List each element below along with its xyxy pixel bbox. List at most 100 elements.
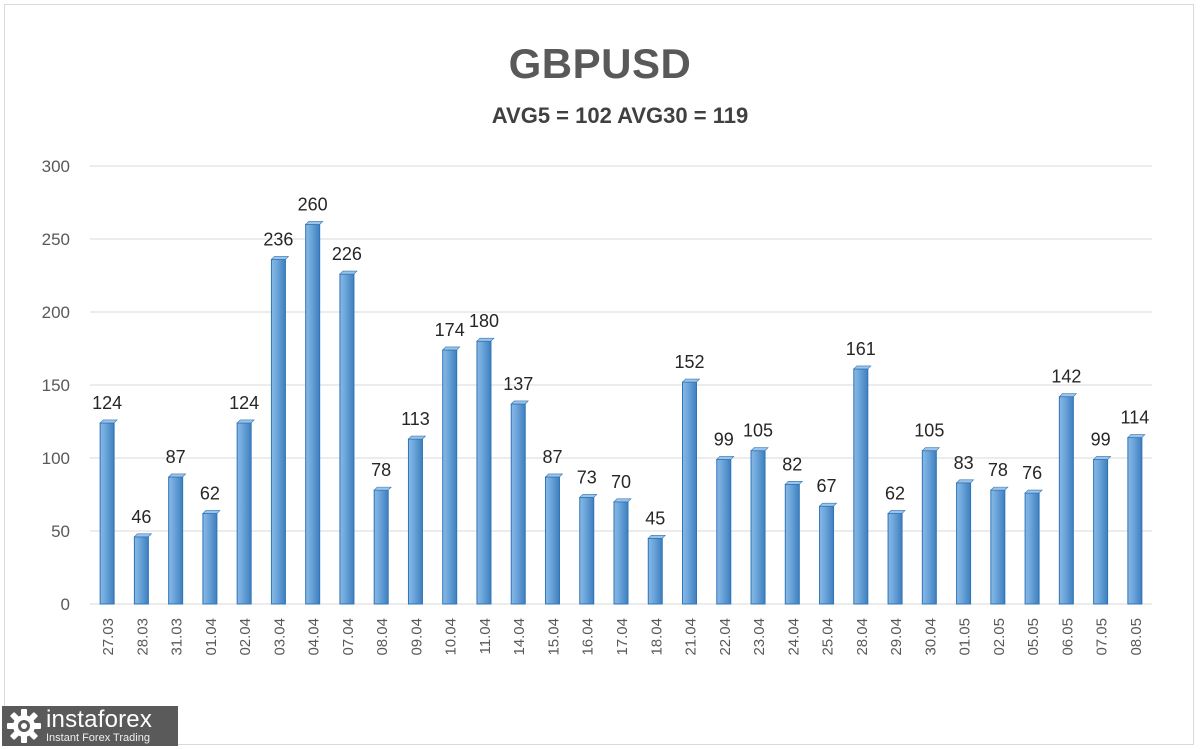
bar <box>476 340 492 605</box>
bar-cap <box>784 480 804 485</box>
data-label: 99 <box>1091 429 1111 449</box>
bar <box>579 496 595 605</box>
bar-cap <box>99 419 118 424</box>
x-tick-label: 07.04 <box>340 618 357 656</box>
bar-cap <box>236 419 255 424</box>
bar-cap <box>955 479 975 484</box>
x-tick-label: 30.04 <box>922 618 939 656</box>
data-label: 113 <box>401 409 430 429</box>
bar-cap <box>579 494 598 498</box>
logo-name: instaforex <box>46 706 153 733</box>
data-label: 62 <box>885 483 905 503</box>
x-tick-label: 05.05 <box>1025 618 1042 656</box>
bar <box>305 223 321 605</box>
bar <box>784 483 800 605</box>
bar <box>407 438 423 605</box>
data-label: 236 <box>263 229 293 249</box>
bar <box>682 381 698 605</box>
y-tick-label: 100 <box>42 449 70 468</box>
bar <box>1093 458 1109 605</box>
x-tick-label: 14.04 <box>511 618 528 656</box>
bars <box>99 221 1146 605</box>
data-label: 45 <box>645 508 665 528</box>
x-tick-label: 28.03 <box>134 618 151 656</box>
data-label: 174 <box>435 320 465 340</box>
bar-cap <box>373 486 392 491</box>
bar <box>339 273 355 605</box>
data-label: 62 <box>200 483 220 503</box>
bar-cap <box>304 221 324 225</box>
data-label: 114 <box>1121 408 1150 428</box>
x-tick-label: 31.03 <box>169 618 186 656</box>
x-tick-label: 29.04 <box>888 618 905 656</box>
bar-cap <box>1058 393 1078 397</box>
x-tick-label: 02.04 <box>237 618 254 656</box>
data-label: 87 <box>166 447 186 467</box>
bar <box>853 368 869 605</box>
chart-title: GBPUSD <box>508 40 692 87</box>
bar <box>750 450 766 605</box>
bar-cap <box>853 365 872 370</box>
data-label: 82 <box>782 454 802 474</box>
data-label: 152 <box>674 352 704 372</box>
x-tick-label: 25.04 <box>820 618 837 656</box>
chart-frame <box>4 4 1194 745</box>
y-tick-label: 150 <box>42 376 70 395</box>
bar <box>1058 396 1074 605</box>
bar-cap <box>202 510 221 514</box>
bar <box>510 403 526 605</box>
bar <box>613 501 629 605</box>
bar-cap <box>887 510 906 514</box>
bar-cap <box>990 486 1009 491</box>
bar-cap <box>167 473 187 478</box>
x-tick-label: 23.04 <box>751 618 768 656</box>
bar <box>1024 492 1040 605</box>
data-label: 260 <box>298 194 328 214</box>
bar-cap <box>1127 434 1146 438</box>
bar-cap <box>476 337 495 342</box>
bar <box>544 476 560 605</box>
x-tick-label: 02.05 <box>991 618 1008 656</box>
data-label: 73 <box>577 467 597 487</box>
x-tick-label: 10.04 <box>443 618 460 656</box>
bar-cap <box>339 270 358 275</box>
data-label: 105 <box>914 421 944 441</box>
bar <box>168 476 184 605</box>
data-label: 161 <box>846 339 876 359</box>
bar <box>921 450 937 605</box>
data-label: 99 <box>714 429 734 449</box>
bar <box>819 505 835 605</box>
bar-cap <box>921 447 941 452</box>
data-label: 226 <box>332 244 362 264</box>
bar-cap <box>510 400 529 405</box>
bar <box>373 489 389 605</box>
instaforex-logo: instaforex Instant Forex Trading <box>2 706 178 746</box>
y-tick-label: 50 <box>51 522 70 541</box>
data-label: 78 <box>988 460 1008 480</box>
bar-cap <box>681 378 701 383</box>
logo-tagline: Instant Forex Trading <box>46 732 150 744</box>
bar <box>1127 437 1143 605</box>
x-tick-label: 11.04 <box>477 618 494 654</box>
x-tick-label: 06.05 <box>1059 618 1076 656</box>
bar-cap <box>441 346 461 351</box>
data-label: 78 <box>371 460 391 480</box>
bar-cap <box>613 498 632 503</box>
data-label: 124 <box>229 393 259 413</box>
x-tick-label: 15.04 <box>545 618 562 656</box>
data-label: 70 <box>611 472 631 492</box>
bar <box>202 512 218 605</box>
bar-cap <box>270 256 290 260</box>
x-tick-label: 03.04 <box>271 618 288 656</box>
bar <box>99 422 115 605</box>
bar-cap <box>818 502 838 507</box>
x-tick-label: 28.04 <box>854 618 871 656</box>
bar-cap <box>647 534 666 539</box>
x-tick-label: 08.05 <box>1128 618 1145 656</box>
y-tick-label: 200 <box>42 303 70 322</box>
bar-cap <box>133 533 153 538</box>
data-label: 76 <box>1022 463 1042 483</box>
bar <box>442 349 458 605</box>
